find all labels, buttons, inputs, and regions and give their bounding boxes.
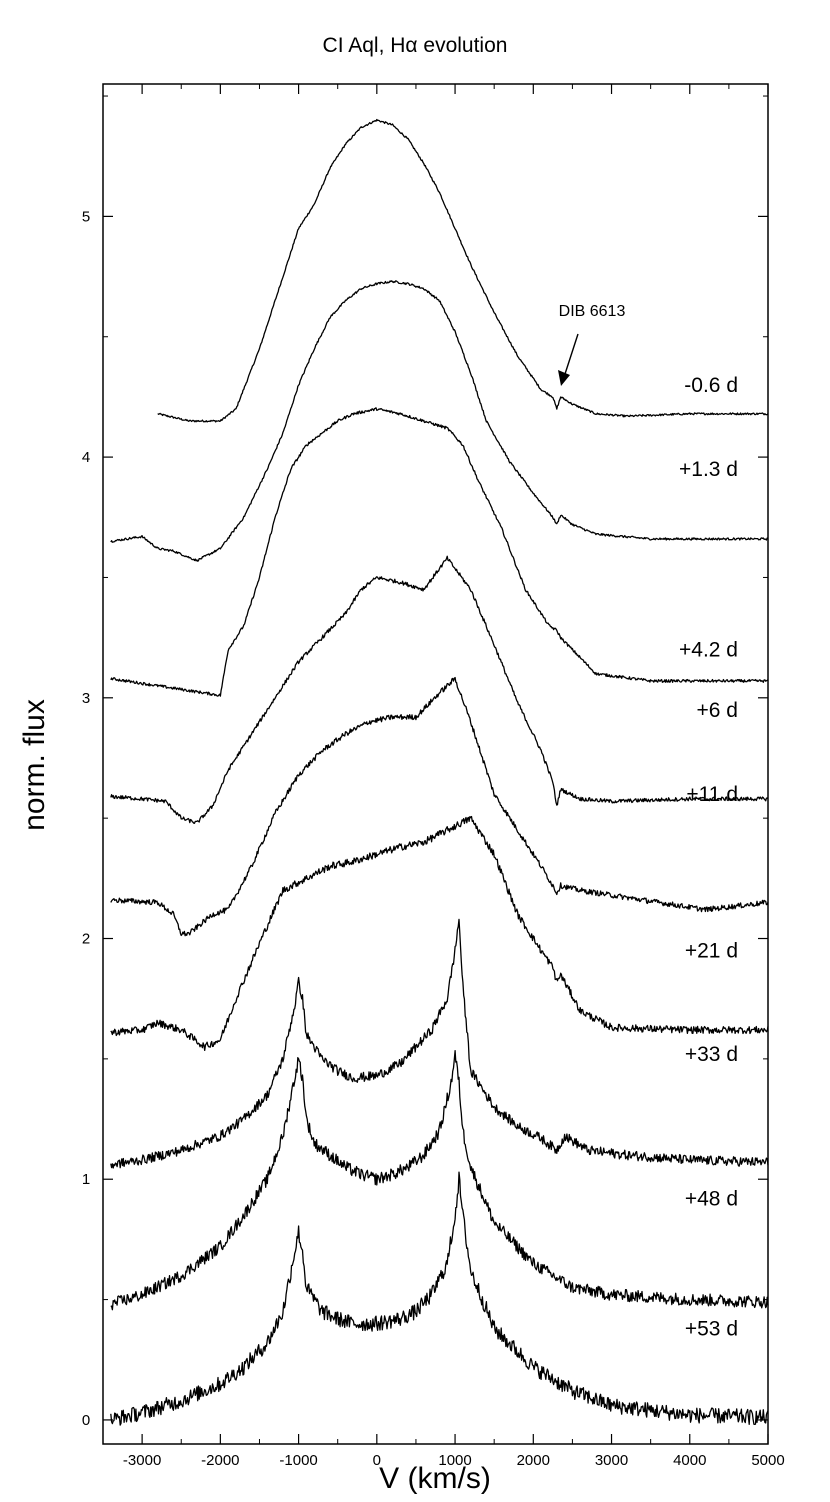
series-layer	[110, 118, 769, 1426]
y-tick-label: 3	[82, 690, 90, 707]
epoch-label: +1.3 d	[679, 458, 738, 481]
series-line	[110, 918, 769, 1169]
x-axis: -3000 -2000 -1000 0 1000 2000 3000 4000 5000	[102, 84, 785, 1469]
series-line	[110, 555, 769, 824]
epoch-label: +11 d	[686, 783, 738, 806]
series-line	[110, 1171, 769, 1426]
y-tick-label: 5	[82, 208, 90, 225]
epoch-label: +53 d	[685, 1317, 738, 1340]
y-tick-label: 2	[82, 931, 90, 948]
epoch-label: +21 d	[685, 940, 738, 963]
x-tick-label: -2000	[201, 1452, 239, 1469]
dib-annotation: DIB 6613	[559, 303, 626, 320]
epoch-label: -0.6 d	[684, 374, 738, 397]
series-line	[157, 118, 769, 423]
epoch-label: +48 d	[685, 1187, 738, 1210]
x-tick-label: 0	[373, 1452, 381, 1469]
epoch-label: +4.2 d	[679, 639, 738, 662]
series-line	[110, 815, 769, 1052]
y-tick-label: 0	[82, 1412, 90, 1429]
epoch-label: +33 d	[685, 1043, 738, 1066]
x-tick-label: 4000	[673, 1452, 706, 1469]
x-tick-label: 5000	[751, 1452, 784, 1469]
annotation-arrow-shaft	[564, 333, 579, 375]
series-line	[110, 676, 769, 937]
epoch-labels: -0.6 d +1.3 d +4.2 d +6 d +11 d +21 d +33 d +48…	[679, 374, 738, 1341]
plot-frame	[102, 83, 769, 1445]
series-line	[110, 280, 769, 562]
y-axis-label: norm. flux	[18, 699, 51, 831]
x-tick-label: 1000	[438, 1452, 471, 1469]
series-line	[110, 1050, 769, 1311]
x-tick-label: -3000	[123, 1452, 161, 1469]
x-tick-label: 3000	[595, 1452, 628, 1469]
y-tick-label: 4	[82, 449, 90, 466]
x-tick-label: 2000	[517, 1452, 550, 1469]
series-line	[110, 407, 769, 697]
annotation-arrow-head	[558, 370, 570, 386]
x-tick-label: -1000	[279, 1452, 317, 1469]
x-axis-label: V (km/s)	[379, 1462, 491, 1495]
chart-title: CI Aql, Hα evolution	[323, 34, 508, 57]
annotation: DIB 6613	[558, 303, 625, 386]
y-axis: 0 1 2 3 4 5	[82, 95, 768, 1429]
epoch-label: +6 d	[697, 699, 738, 722]
y-tick-label: 1	[82, 1171, 90, 1188]
